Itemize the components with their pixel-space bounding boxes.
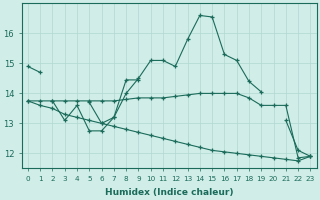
- X-axis label: Humidex (Indice chaleur): Humidex (Indice chaleur): [105, 188, 233, 197]
